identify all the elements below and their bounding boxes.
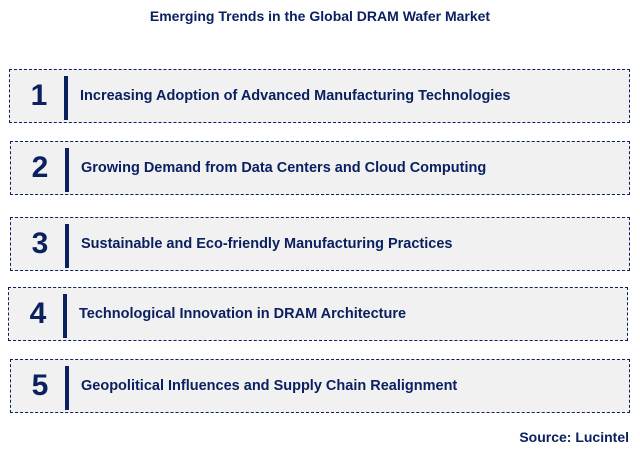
diagram-title: Emerging Trends in the Global DRAM Wafer…	[149, 8, 491, 24]
trend-text: Technological Innovation in DRAM Archite…	[79, 306, 407, 322]
trend-item-4: 4 Technological Innovation in DRAM Archi…	[8, 287, 628, 341]
trend-number: 2	[31, 151, 49, 184]
trend-item-5: 5 Geopolitical Influences and Supply Cha…	[10, 359, 630, 413]
trend-text: Geopolitical Influences and Supply Chain…	[81, 378, 458, 394]
trend-text: Growing Demand from Data Centers and Clo…	[81, 160, 487, 176]
trend-item-2: 2 Growing Demand from Data Centers and C…	[10, 141, 630, 195]
trend-number: 1	[30, 79, 48, 112]
separator-bar	[65, 366, 69, 410]
source-label: Source: Lucintel	[519, 429, 629, 445]
trend-number: 5	[31, 369, 49, 402]
separator-bar	[64, 76, 68, 120]
separator-bar	[65, 224, 69, 268]
trend-item-1: 1 Increasing Adoption of Advanced Manufa…	[9, 69, 630, 123]
trend-number: 4	[29, 297, 47, 330]
trend-item-3: 3 Sustainable and Eco-friendly Manufactu…	[10, 217, 630, 271]
separator-bar	[63, 294, 67, 338]
trend-number: 3	[31, 227, 49, 260]
trend-text: Sustainable and Eco-friendly Manufacturi…	[81, 236, 453, 252]
trend-text: Increasing Adoption of Advanced Manufact…	[80, 88, 511, 104]
separator-bar	[65, 148, 69, 192]
